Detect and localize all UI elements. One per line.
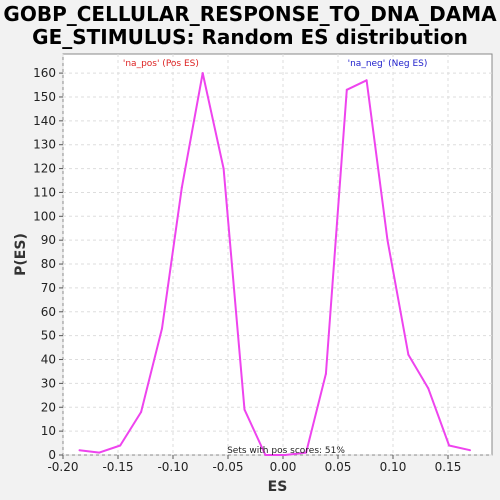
y-tick-label: 110 — [33, 185, 56, 199]
series-layer — [78, 72, 471, 456]
data-point — [264, 454, 267, 456]
data-point — [386, 239, 389, 242]
data-point — [284, 454, 287, 456]
y-tick-label: 60 — [41, 305, 56, 319]
data-point — [78, 449, 81, 452]
y-tick-label: 50 — [41, 329, 56, 343]
y-tick-label: 150 — [33, 90, 56, 104]
data-point — [161, 327, 163, 330]
x-tick-label: -0.05 — [212, 460, 243, 474]
pos-scores-note: Sets with pos scores: 51% — [227, 446, 345, 456]
x-tick-label: -0.15 — [102, 460, 133, 474]
data-point — [180, 186, 183, 189]
y-tick-label: 40 — [41, 353, 56, 367]
y-tick-label: 140 — [33, 114, 56, 128]
data-point — [427, 387, 430, 390]
y-tick-label: 80 — [41, 257, 56, 271]
data-point — [119, 444, 122, 447]
x-tick-label: 0.05 — [325, 460, 352, 474]
data-point — [222, 167, 225, 170]
data-point — [324, 372, 327, 375]
x-tick-label: 0.10 — [380, 460, 407, 474]
y-tick-label: 120 — [33, 162, 56, 176]
series-annotation: 'na_pos' (Pos ES) — [123, 59, 199, 69]
grid-lines — [62, 54, 492, 456]
data-point — [305, 451, 308, 454]
y-tick-label: 160 — [33, 66, 56, 80]
y-axis-label: P(ES) — [13, 233, 29, 276]
series-annotation: 'na_neg' (Neg ES) — [348, 59, 428, 69]
axes: -0.20 -0.15 -0.10 -0.05 0.00 0.05 0.10 0.15 0 10 2… — [33, 66, 461, 474]
chart-title-line-2: GE_STIMULUS: Random ES distribution — [32, 25, 468, 49]
annotations: 'na_pos' (Pos ES) 'na_neg' (Neg ES) — [123, 59, 427, 69]
y-tick-label: 0 — [48, 448, 56, 462]
data-point — [201, 72, 204, 75]
x-tick-label: 0.00 — [270, 460, 297, 474]
x-tick-label: -0.20 — [47, 460, 78, 474]
data-point — [345, 88, 348, 91]
data-point — [98, 451, 101, 454]
data-point — [243, 408, 246, 411]
x-axis-label: ES — [268, 479, 288, 495]
y-tick-label: 130 — [33, 138, 56, 152]
data-point — [469, 449, 471, 452]
plot-area — [62, 53, 493, 456]
y-tick-label: 70 — [41, 281, 56, 295]
data-point — [365, 79, 368, 82]
y-tick-label: 30 — [41, 376, 56, 390]
data-point — [448, 444, 451, 447]
es-distribution-line — [79, 72, 471, 456]
y-tick-label: 100 — [33, 209, 56, 223]
data-point — [140, 411, 143, 414]
y-tick-label: 20 — [41, 400, 56, 414]
x-tick-label: -0.10 — [157, 460, 188, 474]
x-tick-label: 0.15 — [435, 460, 462, 474]
data-point — [407, 353, 410, 356]
chart-title-line-1: GOBP_CELLULAR_RESPONSE_TO_DNA_DAMA — [3, 2, 497, 26]
y-tick-label: 90 — [41, 233, 56, 247]
y-tick-label: 10 — [41, 424, 56, 438]
